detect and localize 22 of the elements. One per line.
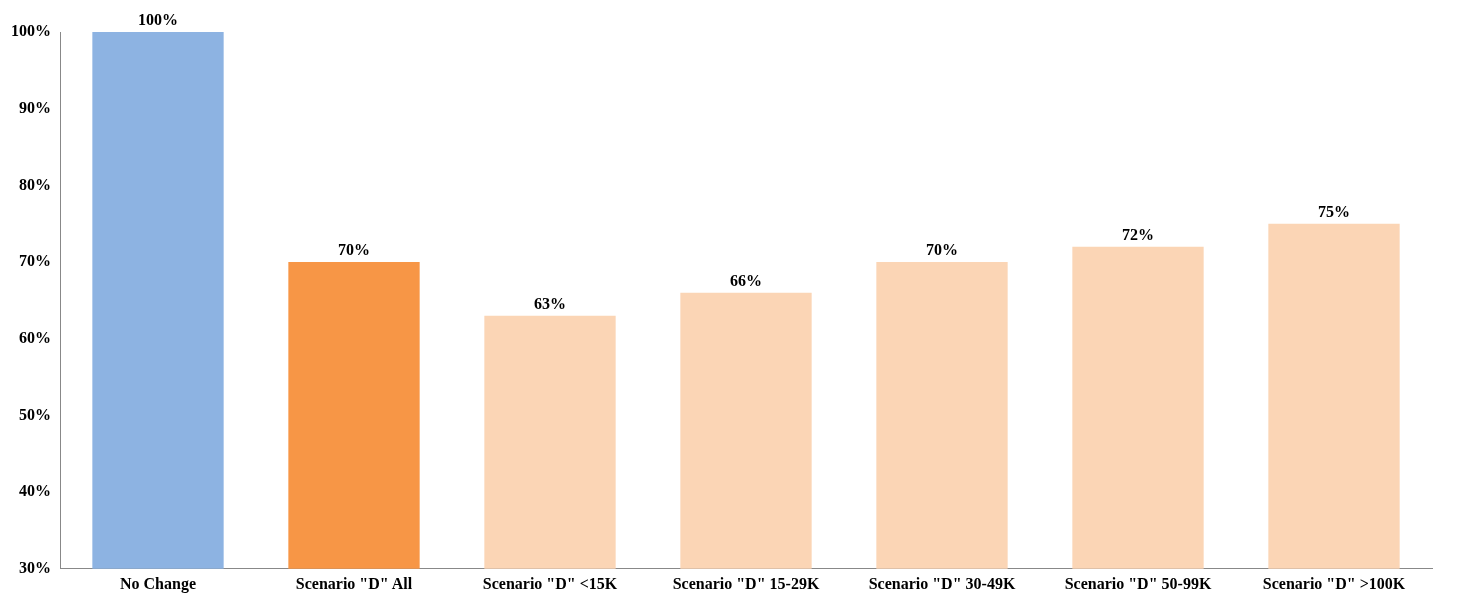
- y-tick-label: 100%: [11, 22, 51, 40]
- x-tick-label: Scenario "D" <15K: [482, 574, 618, 592]
- x-tick-label: Scenario "D" 50-99K: [1064, 574, 1212, 592]
- data-label: 72%: [1122, 225, 1154, 243]
- data-label: 63%: [534, 294, 566, 312]
- y-tick-label: 70%: [19, 252, 51, 270]
- x-tick-label: Scenario "D" All: [295, 574, 413, 592]
- y-tick-label: 90%: [19, 98, 51, 116]
- data-label: 75%: [1318, 202, 1350, 220]
- data-label: 70%: [926, 241, 958, 259]
- y-tick-label: 80%: [19, 175, 51, 193]
- x-tick-label: Scenario "D" 30-49K: [868, 574, 1016, 592]
- y-tick-label: 40%: [19, 482, 51, 500]
- y-tick-label: 60%: [19, 328, 51, 346]
- x-tick-label: Scenario "D" >100K: [1262, 574, 1406, 592]
- data-label: 70%: [338, 241, 370, 259]
- y-tick-label: 50%: [19, 405, 51, 423]
- data-label: 66%: [730, 271, 762, 289]
- x-tick-label: Scenario "D" 15-29K: [672, 574, 820, 592]
- y-tick-label: 30%: [19, 558, 51, 576]
- x-tick-label: No Change: [119, 574, 197, 593]
- data-label: 100%: [138, 11, 178, 29]
